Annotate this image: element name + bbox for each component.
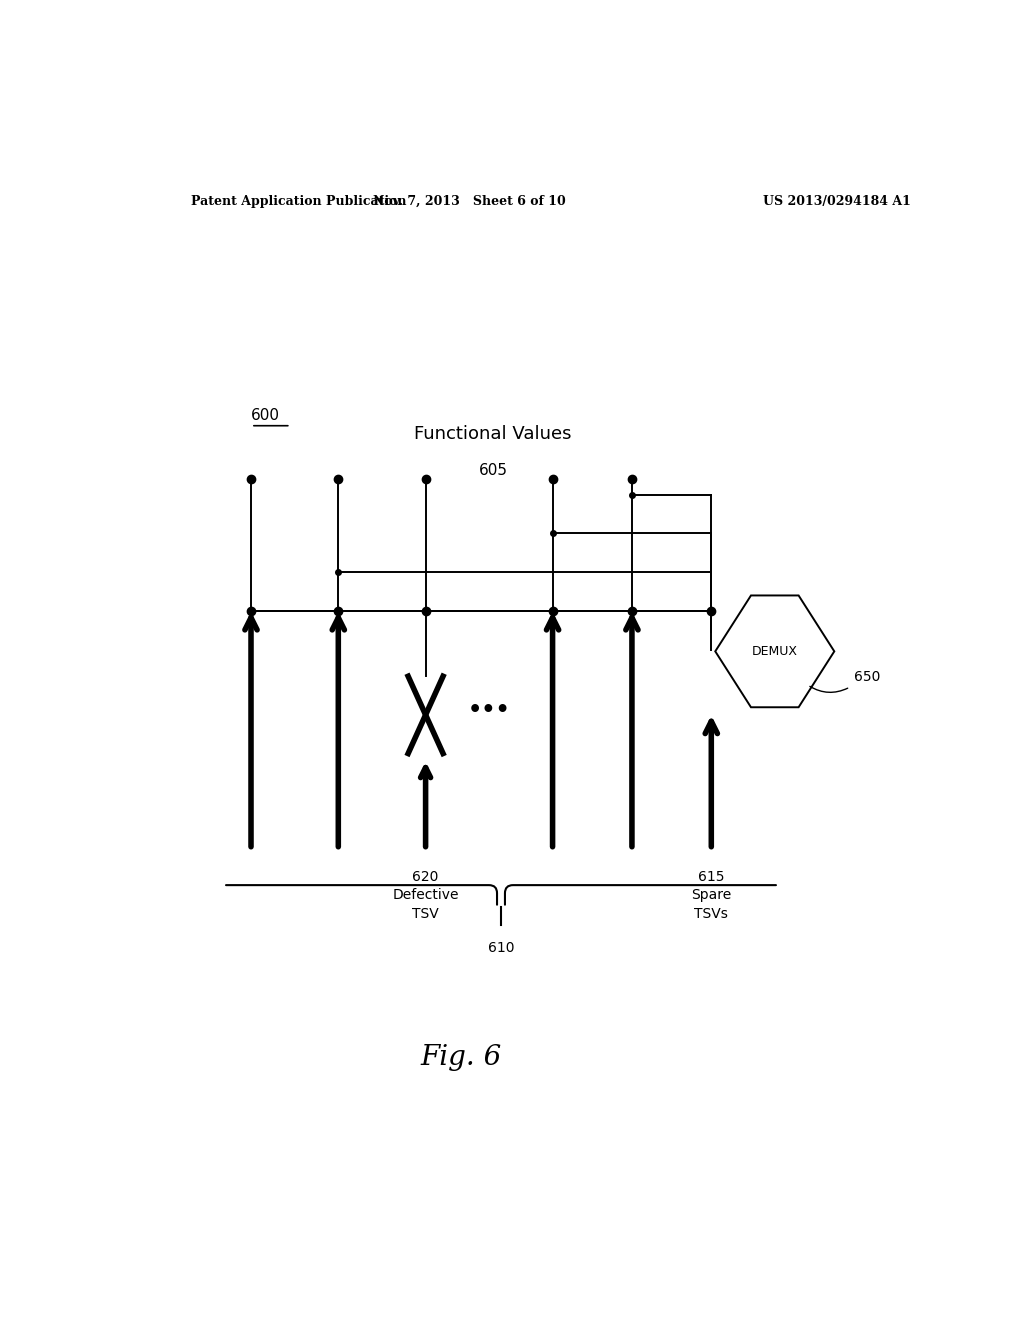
- Text: Nov. 7, 2013   Sheet 6 of 10: Nov. 7, 2013 Sheet 6 of 10: [373, 194, 565, 207]
- Text: Patent Application Publication: Patent Application Publication: [191, 194, 407, 207]
- Text: 610: 610: [487, 941, 514, 956]
- Text: 605: 605: [478, 463, 508, 478]
- Text: 620
Defective
TSV: 620 Defective TSV: [392, 870, 459, 920]
- Text: 600: 600: [251, 408, 280, 422]
- Text: 615
Spare
TSVs: 615 Spare TSVs: [691, 870, 731, 920]
- Text: US 2013/0294184 A1: US 2013/0294184 A1: [763, 194, 910, 207]
- Text: Functional Values: Functional Values: [415, 425, 571, 444]
- Text: Fig. 6: Fig. 6: [421, 1044, 502, 1072]
- Text: 650: 650: [854, 669, 881, 684]
- Text: •••: •••: [468, 700, 510, 719]
- Text: DEMUX: DEMUX: [752, 645, 798, 657]
